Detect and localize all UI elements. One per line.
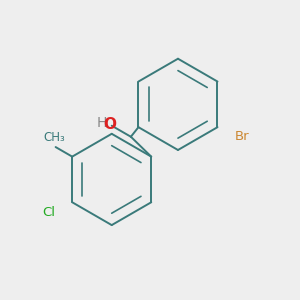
Text: CH₃: CH₃ (43, 130, 65, 143)
Text: Br: Br (234, 130, 249, 142)
Text: Cl: Cl (42, 206, 56, 219)
Text: O: O (103, 117, 116, 132)
Text: H: H (96, 116, 106, 130)
